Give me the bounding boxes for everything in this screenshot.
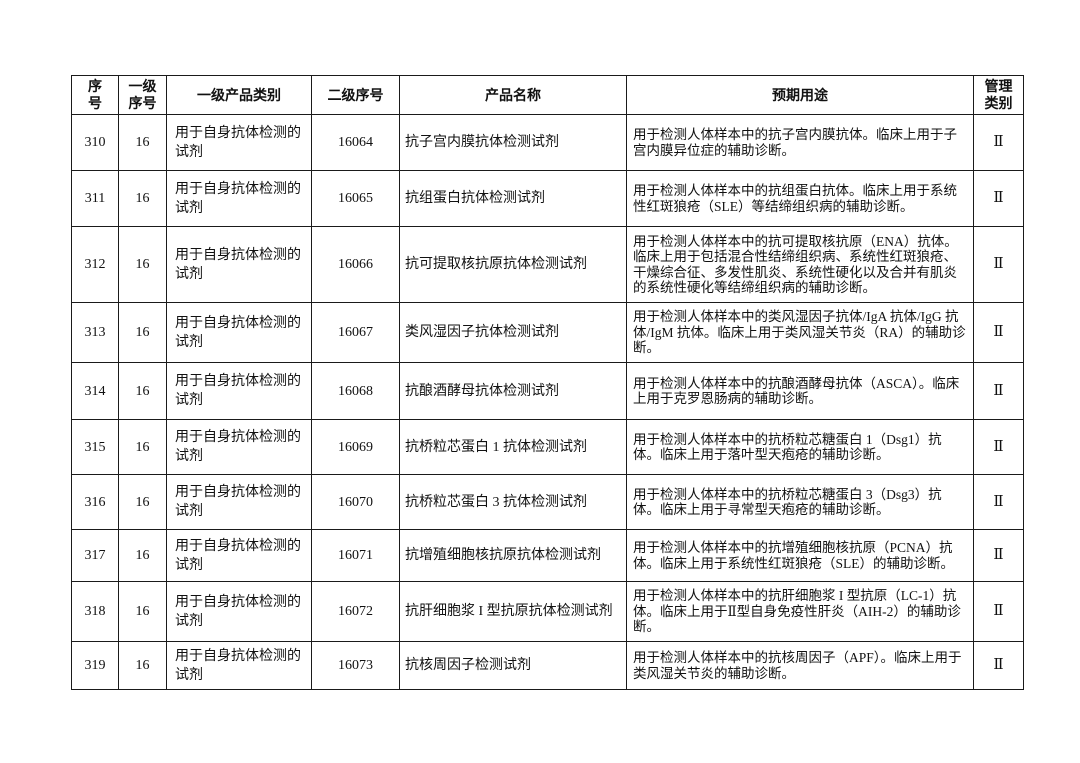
cell-level1-seq: 16 [118, 474, 167, 530]
cell-intended-use: 用于检测人体样本中的抗酿酒酵母抗体（ASCA）。临床上用于克罗恩肠病的辅助诊断。 [626, 362, 974, 420]
cell-seq: 315 [71, 419, 119, 475]
cell-intended-use: 用于检测人体样本中的抗肝细胞浆 I 型抗原（LC-1）抗体。临床上用于Ⅱ型自身免… [626, 581, 974, 642]
cell-level1-seq: 16 [118, 170, 167, 227]
cell-level1-seq: 16 [118, 302, 167, 363]
cell-category: 用于自身抗体检测的试剂 [166, 362, 312, 420]
cell-intended-use: 用于检测人体样本中的抗桥粒芯糖蛋白 1（Dsg1）抗体。临床上用于落叶型天疱疮的… [626, 419, 974, 475]
table-body: 310 16 用于自身抗体检测的试剂 16064 抗子宫内膜抗体检测试剂 用于检测人体样本… [71, 114, 1024, 690]
table-row: 313 16 用于自身抗体检测的试剂 16067 类风湿因子抗体检测试剂 用于检测人体样本… [71, 302, 1024, 363]
cell-product-name: 抗酿酒酵母抗体检测试剂 [399, 362, 627, 420]
table-row: 317 16 用于自身抗体检测的试剂 16071 抗增殖细胞核抗原抗体检测试剂 用于检测人… [71, 529, 1024, 582]
cell-level1-seq: 16 [118, 529, 167, 582]
cell-mgmt-class: Ⅱ [973, 170, 1024, 227]
header-intended-use: 预期用途 [626, 75, 974, 115]
cell-seq: 312 [71, 226, 119, 303]
table-row: 319 16 用于自身抗体检测的试剂 16073 抗核周因子检测试剂 用于检测人体样本中的… [71, 641, 1024, 690]
header-mgmt-class: 管理类别 [973, 75, 1024, 115]
cell-mgmt-class: Ⅱ [973, 302, 1024, 363]
cell-intended-use: 用于检测人体样本中的抗核周因子（APF）。临床上用于类风湿关节炎的辅助诊断。 [626, 641, 974, 690]
cell-level1-seq: 16 [118, 641, 167, 690]
cell-intended-use: 用于检测人体样本中的抗子宫内膜抗体。临床上用于子宫内膜异位症的辅助诊断。 [626, 114, 974, 171]
cell-level1-seq: 16 [118, 114, 167, 171]
cell-product-name: 类风湿因子抗体检测试剂 [399, 302, 627, 363]
header-seq: 序号 [71, 75, 119, 115]
cell-product-name: 抗桥粒芯蛋白 3 抗体检测试剂 [399, 474, 627, 530]
cell-intended-use: 用于检测人体样本中的抗增殖细胞核抗原（PCNA）抗体。临床上用于系统性红斑狼疮（… [626, 529, 974, 582]
cell-intended-use: 用于检测人体样本中的类风湿因子抗体/IgA 抗体/IgG 抗体/IgM 抗体。临… [626, 302, 974, 363]
header-level2-seq: 二级序号 [311, 75, 400, 115]
cell-product-name: 抗核周因子检测试剂 [399, 641, 627, 690]
cell-product-name: 抗增殖细胞核抗原抗体检测试剂 [399, 529, 627, 582]
cell-seq: 314 [71, 362, 119, 420]
cell-level2-seq: 16064 [311, 114, 400, 171]
cell-level1-seq: 16 [118, 581, 167, 642]
cell-level2-seq: 16067 [311, 302, 400, 363]
cell-mgmt-class: Ⅱ [973, 641, 1024, 690]
cell-category: 用于自身抗体检测的试剂 [166, 529, 312, 582]
table-row: 315 16 用于自身抗体检测的试剂 16069 抗桥粒芯蛋白 1 抗体检测试剂 用于检测… [71, 419, 1024, 475]
cell-level2-seq: 16069 [311, 419, 400, 475]
table-row: 310 16 用于自身抗体检测的试剂 16064 抗子宫内膜抗体检测试剂 用于检测人体样本… [71, 114, 1024, 171]
header-product-name: 产品名称 [399, 75, 627, 115]
product-classification-table: 序号 一级序号 一级产品类别 二级序号 产品名称 预期用途 管理类别 310 16… [71, 75, 1024, 690]
cell-seq: 310 [71, 114, 119, 171]
cell-category: 用于自身抗体检测的试剂 [166, 641, 312, 690]
cell-level2-seq: 16071 [311, 529, 400, 582]
cell-seq: 316 [71, 474, 119, 530]
cell-intended-use: 用于检测人体样本中的抗桥粒芯糖蛋白 3（Dsg3）抗体。临床上用于寻常型天疱疮的… [626, 474, 974, 530]
cell-level2-seq: 16073 [311, 641, 400, 690]
cell-mgmt-class: Ⅱ [973, 529, 1024, 582]
cell-product-name: 抗肝细胞浆 I 型抗原抗体检测试剂 [399, 581, 627, 642]
cell-category: 用于自身抗体检测的试剂 [166, 114, 312, 171]
cell-level1-seq: 16 [118, 419, 167, 475]
header-category: 一级产品类别 [166, 75, 312, 115]
cell-mgmt-class: Ⅱ [973, 474, 1024, 530]
cell-product-name: 抗桥粒芯蛋白 1 抗体检测试剂 [399, 419, 627, 475]
cell-seq: 311 [71, 170, 119, 227]
cell-seq: 318 [71, 581, 119, 642]
table-row: 312 16 用于自身抗体检测的试剂 16066 抗可提取核抗原抗体检测试剂 用于检测人体… [71, 226, 1024, 303]
cell-seq: 313 [71, 302, 119, 363]
cell-category: 用于自身抗体检测的试剂 [166, 419, 312, 475]
table-row: 316 16 用于自身抗体检测的试剂 16070 抗桥粒芯蛋白 3 抗体检测试剂 用于检测… [71, 474, 1024, 530]
header-row: 序号 一级序号 一级产品类别 二级序号 产品名称 预期用途 管理类别 [71, 75, 1024, 115]
cell-level2-seq: 16072 [311, 581, 400, 642]
cell-level1-seq: 16 [118, 226, 167, 303]
cell-category: 用于自身抗体检测的试剂 [166, 581, 312, 642]
cell-level2-seq: 16066 [311, 226, 400, 303]
cell-level2-seq: 16065 [311, 170, 400, 227]
cell-seq: 317 [71, 529, 119, 582]
header-level1-seq: 一级序号 [118, 75, 167, 115]
cell-mgmt-class: Ⅱ [973, 581, 1024, 642]
cell-product-name: 抗组蛋白抗体检测试剂 [399, 170, 627, 227]
cell-intended-use: 用于检测人体样本中的抗可提取核抗原（ENA）抗体。临床上用于包括混合性结缔组织病… [626, 226, 974, 303]
cell-category: 用于自身抗体检测的试剂 [166, 474, 312, 530]
cell-mgmt-class: Ⅱ [973, 226, 1024, 303]
table-row: 311 16 用于自身抗体检测的试剂 16065 抗组蛋白抗体检测试剂 用于检测人体样本中… [71, 170, 1024, 227]
cell-mgmt-class: Ⅱ [973, 362, 1024, 420]
cell-category: 用于自身抗体检测的试剂 [166, 302, 312, 363]
cell-category: 用于自身抗体检测的试剂 [166, 170, 312, 227]
cell-mgmt-class: Ⅱ [973, 114, 1024, 171]
cell-product-name: 抗可提取核抗原抗体检测试剂 [399, 226, 627, 303]
cell-level2-seq: 16068 [311, 362, 400, 420]
table-header: 序号 一级序号 一级产品类别 二级序号 产品名称 预期用途 管理类别 [71, 75, 1024, 115]
cell-seq: 319 [71, 641, 119, 690]
table-row: 318 16 用于自身抗体检测的试剂 16072 抗肝细胞浆 I 型抗原抗体检测试剂 用于… [71, 581, 1024, 642]
cell-category: 用于自身抗体检测的试剂 [166, 226, 312, 303]
table-row: 314 16 用于自身抗体检测的试剂 16068 抗酿酒酵母抗体检测试剂 用于检测人体样本… [71, 362, 1024, 420]
cell-product-name: 抗子宫内膜抗体检测试剂 [399, 114, 627, 171]
cell-level2-seq: 16070 [311, 474, 400, 530]
cell-level1-seq: 16 [118, 362, 167, 420]
cell-intended-use: 用于检测人体样本中的抗组蛋白抗体。临床上用于系统性红斑狼疮（SLE）等结缔组织病… [626, 170, 974, 227]
cell-mgmt-class: Ⅱ [973, 419, 1024, 475]
